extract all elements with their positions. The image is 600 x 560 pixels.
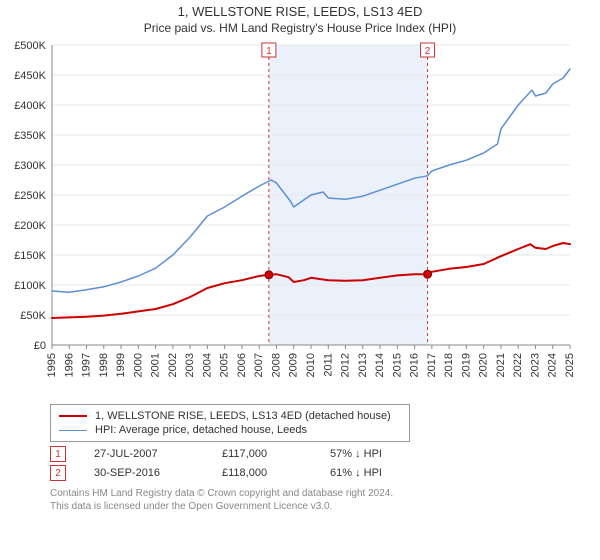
legend-swatch [59,430,87,431]
footer-line1: Contains HM Land Registry data © Crown c… [50,487,580,500]
marker-pct: 57% ↓ HPI [330,448,382,460]
svg-text:2014: 2014 [374,353,386,377]
marker-badge: 2 [50,465,66,481]
title-line1: 1, WELLSTONE RISE, LEEDS, LS13 4ED [0,4,600,19]
svg-text:1997: 1997 [81,353,93,377]
svg-text:2007: 2007 [253,353,265,377]
svg-text:£0: £0 [34,340,46,352]
svg-text:£100K: £100K [14,280,46,292]
svg-text:2021: 2021 [495,353,507,377]
svg-text:£250K: £250K [14,190,46,202]
svg-text:2013: 2013 [357,353,369,377]
svg-text:2001: 2001 [150,353,162,377]
svg-text:2005: 2005 [219,353,231,377]
svg-text:2015: 2015 [391,353,403,377]
svg-text:1998: 1998 [98,353,110,377]
footer-line2: This data is licensed under the Open Gov… [50,500,580,513]
title-line2: Price paid vs. HM Land Registry's House … [0,21,600,35]
svg-text:2011: 2011 [322,353,334,377]
svg-text:1996: 1996 [63,353,75,377]
svg-text:2018: 2018 [443,353,455,377]
svg-text:£300K: £300K [14,160,46,172]
svg-text:2024: 2024 [547,353,559,377]
svg-text:2: 2 [425,46,431,57]
marker-badge: 1 [50,446,66,462]
marker-row: 2 30-SEP-2016 £118,000 61% ↓ HPI [50,465,580,481]
legend-swatch [59,415,87,417]
svg-text:2010: 2010 [305,353,317,377]
svg-text:1999: 1999 [115,353,127,377]
legend-row: HPI: Average price, detached house, Leed… [59,423,401,437]
marker-row: 1 27-JUL-2007 £117,000 57% ↓ HPI [50,446,580,462]
svg-text:2012: 2012 [340,353,352,377]
svg-text:2017: 2017 [426,353,438,377]
marker-date: 27-JUL-2007 [94,448,194,460]
marker-price: £118,000 [222,467,302,479]
chart-titles: 1, WELLSTONE RISE, LEEDS, LS13 4ED Price… [0,0,600,35]
svg-text:2004: 2004 [201,353,213,377]
footer-attribution: Contains HM Land Registry data © Crown c… [50,487,580,513]
svg-text:£500K: £500K [14,40,46,52]
svg-text:£350K: £350K [14,130,46,142]
svg-text:2003: 2003 [184,353,196,377]
svg-text:£50K: £50K [20,310,46,322]
svg-text:£150K: £150K [14,250,46,262]
svg-text:£200K: £200K [14,220,46,232]
svg-text:2022: 2022 [512,353,524,377]
svg-text:2002: 2002 [167,353,179,377]
marker-table: 1 27-JUL-2007 £117,000 57% ↓ HPI 2 30-SEP-201… [0,446,600,481]
legend-label: HPI: Average price, detached house, Leed… [95,424,307,436]
svg-text:2023: 2023 [529,353,541,377]
svg-text:2006: 2006 [236,353,248,377]
svg-text:2009: 2009 [288,353,300,377]
svg-text:2019: 2019 [460,353,472,377]
price-chart: £0 £50K £100K £150K £200K £250K £300K £350K £400… [0,35,580,395]
svg-text:2020: 2020 [478,353,490,377]
legend-row: 1, WELLSTONE RISE, LEEDS, LS13 4ED (deta… [59,409,401,423]
marker-price: £117,000 [222,448,302,460]
legend-label: 1, WELLSTONE RISE, LEEDS, LS13 4ED (deta… [95,410,391,422]
marker-pct: 61% ↓ HPI [330,467,382,479]
legend: 1, WELLSTONE RISE, LEEDS, LS13 4ED (deta… [50,404,410,442]
svg-text:1995: 1995 [46,353,58,377]
svg-text:2016: 2016 [409,353,421,377]
marker-date: 30-SEP-2016 [94,467,194,479]
svg-text:£450K: £450K [14,70,46,82]
chart-area: £0 £50K £100K £150K £200K £250K £300K £350K £400… [0,35,600,398]
svg-text:2000: 2000 [132,353,144,377]
svg-text:2025: 2025 [564,353,576,377]
svg-text:£400K: £400K [14,100,46,112]
svg-text:1: 1 [266,46,272,57]
svg-text:2008: 2008 [270,353,282,377]
